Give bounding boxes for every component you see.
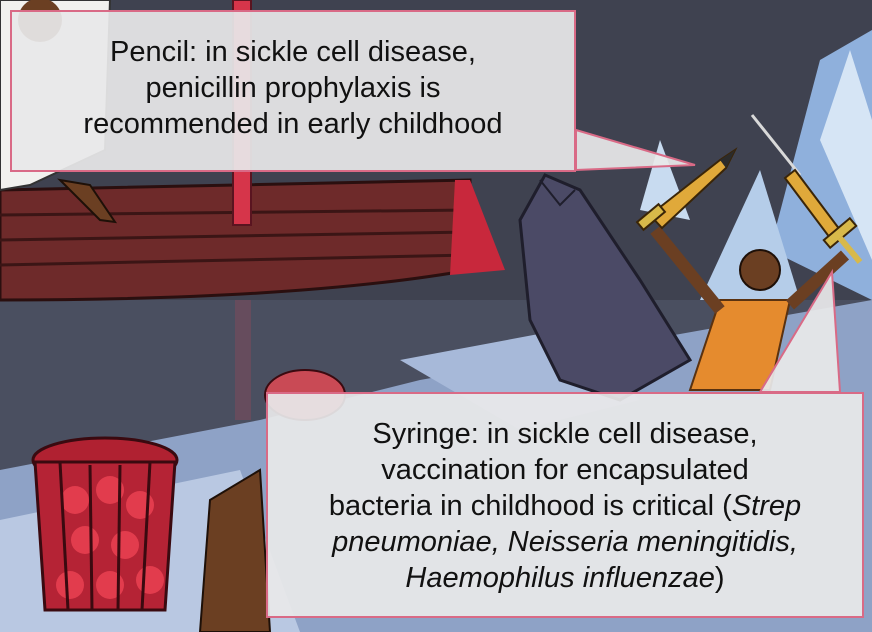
syringe-callout-line-3-text: bacteria in childhood is critical ( [328,490,732,522]
pencil-callout: Pencil: in sickle cell disease, penicill… [10,10,576,172]
syringe-callout-line-5-italic: Haemophilus influenzae [405,562,715,594]
syringe-callout: Syringe: in sickle cell disease, vaccina… [266,392,864,618]
syringe-sword-icon [750,114,863,264]
syringe-callout-line-4-italic: pneumoniae, Neisseria meningitidis, [332,526,798,558]
pencil-callout-line-2: penicillin prophylaxis is [145,72,441,104]
syringe-callout-line-3-italic: Strep [731,490,802,522]
syringe-callout-line-4: pneumoniae, Neisseria meningitidis, [268,524,862,560]
syringe-callout-line-5-end: ) [714,562,725,594]
syringe-callout-line-2: vaccination for encapsulated [381,454,749,486]
syringe-callout-line-3: bacteria in childhood is critical (Strep [268,488,862,524]
pencil-sword-icon [635,147,738,232]
pencil-callout-line-3: recommended in early childhood [83,108,503,140]
red-ball-cage-icon [31,436,179,612]
wolf [518,173,693,402]
syringe-callout-line-5: Haemophilus influenzae) [268,560,862,596]
warrior [650,226,850,391]
pencil-callout-line-1: Pencil: in sickle cell disease, [110,36,476,68]
syringe-callout-line-1: Syringe: in sickle cell disease, [372,418,758,450]
